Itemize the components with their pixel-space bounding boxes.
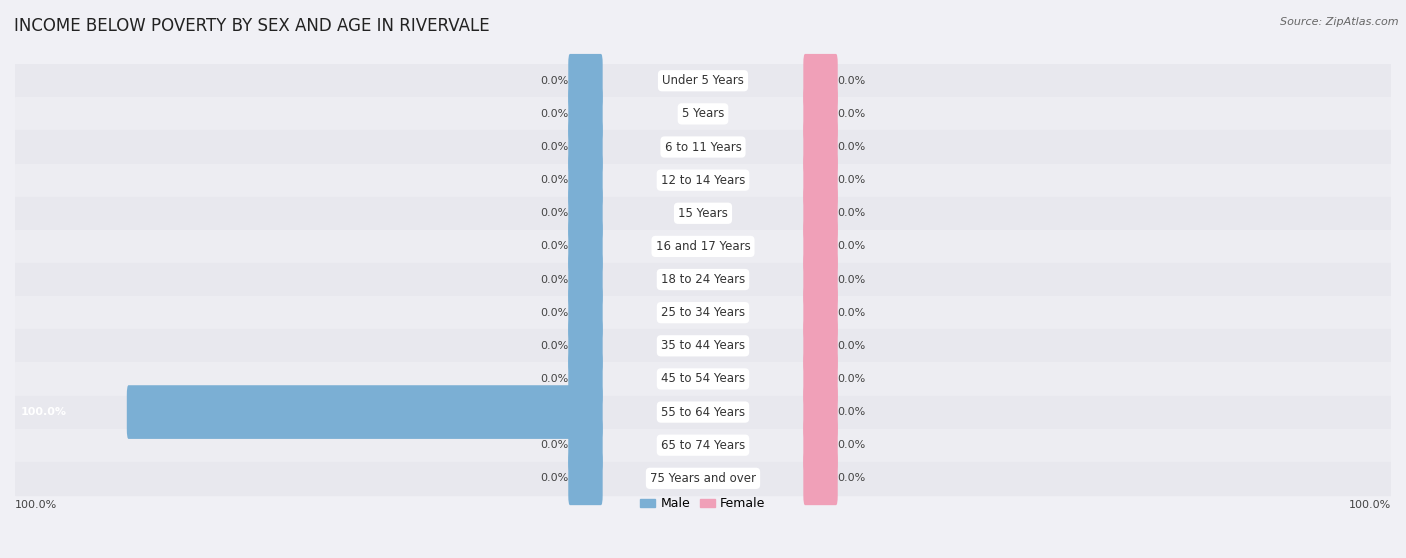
Bar <box>15 462 1391 495</box>
FancyBboxPatch shape <box>803 451 838 505</box>
Text: 0.0%: 0.0% <box>540 242 568 252</box>
FancyBboxPatch shape <box>568 54 603 108</box>
FancyBboxPatch shape <box>803 319 838 373</box>
FancyBboxPatch shape <box>803 418 838 472</box>
Text: 35 to 44 Years: 35 to 44 Years <box>661 339 745 352</box>
FancyBboxPatch shape <box>803 253 838 306</box>
FancyBboxPatch shape <box>568 186 603 240</box>
Bar <box>15 131 1391 163</box>
FancyBboxPatch shape <box>803 220 838 273</box>
Text: INCOME BELOW POVERTY BY SEX AND AGE IN RIVERVALE: INCOME BELOW POVERTY BY SEX AND AGE IN R… <box>14 17 489 35</box>
Bar <box>15 396 1391 429</box>
FancyBboxPatch shape <box>568 319 603 373</box>
FancyBboxPatch shape <box>803 352 838 406</box>
Text: 12 to 14 Years: 12 to 14 Years <box>661 174 745 186</box>
FancyBboxPatch shape <box>803 87 838 141</box>
Legend: Male, Female: Male, Female <box>636 492 770 516</box>
FancyBboxPatch shape <box>568 451 603 505</box>
Text: 6 to 11 Years: 6 to 11 Years <box>665 141 741 153</box>
Bar <box>15 362 1391 396</box>
FancyBboxPatch shape <box>803 54 838 108</box>
Text: 0.0%: 0.0% <box>838 374 866 384</box>
FancyBboxPatch shape <box>803 153 838 207</box>
Text: 0.0%: 0.0% <box>838 473 866 483</box>
FancyBboxPatch shape <box>568 286 603 339</box>
FancyBboxPatch shape <box>127 385 603 439</box>
Text: 0.0%: 0.0% <box>838 407 866 417</box>
Text: 18 to 24 Years: 18 to 24 Years <box>661 273 745 286</box>
Text: 0.0%: 0.0% <box>838 275 866 285</box>
Text: 0.0%: 0.0% <box>540 175 568 185</box>
Bar <box>15 263 1391 296</box>
FancyBboxPatch shape <box>803 120 838 174</box>
Bar <box>15 163 1391 197</box>
Text: 0.0%: 0.0% <box>838 76 866 86</box>
Bar <box>15 97 1391 131</box>
Text: 0.0%: 0.0% <box>838 142 866 152</box>
FancyBboxPatch shape <box>803 385 838 439</box>
FancyBboxPatch shape <box>568 87 603 141</box>
Text: 16 and 17 Years: 16 and 17 Years <box>655 240 751 253</box>
Text: 0.0%: 0.0% <box>838 242 866 252</box>
Text: 15 Years: 15 Years <box>678 207 728 220</box>
Text: 55 to 64 Years: 55 to 64 Years <box>661 406 745 418</box>
Text: 0.0%: 0.0% <box>838 341 866 351</box>
FancyBboxPatch shape <box>568 253 603 306</box>
Text: 0.0%: 0.0% <box>540 440 568 450</box>
Text: 45 to 54 Years: 45 to 54 Years <box>661 372 745 386</box>
Text: 0.0%: 0.0% <box>540 341 568 351</box>
Text: 0.0%: 0.0% <box>838 208 866 218</box>
Text: 25 to 34 Years: 25 to 34 Years <box>661 306 745 319</box>
Text: 0.0%: 0.0% <box>838 109 866 119</box>
Text: 0.0%: 0.0% <box>540 142 568 152</box>
Text: 0.0%: 0.0% <box>540 275 568 285</box>
Text: 100.0%: 100.0% <box>21 407 66 417</box>
Text: 0.0%: 0.0% <box>838 440 866 450</box>
Bar <box>15 296 1391 329</box>
Text: 0.0%: 0.0% <box>540 109 568 119</box>
Bar <box>15 329 1391 362</box>
FancyBboxPatch shape <box>568 120 603 174</box>
Text: 5 Years: 5 Years <box>682 107 724 121</box>
FancyBboxPatch shape <box>568 220 603 273</box>
Bar <box>15 197 1391 230</box>
Bar <box>15 64 1391 97</box>
FancyBboxPatch shape <box>803 286 838 339</box>
Text: 65 to 74 Years: 65 to 74 Years <box>661 439 745 451</box>
FancyBboxPatch shape <box>568 418 603 472</box>
Text: 0.0%: 0.0% <box>540 307 568 318</box>
Text: 0.0%: 0.0% <box>540 208 568 218</box>
Text: 0.0%: 0.0% <box>540 473 568 483</box>
Text: 100.0%: 100.0% <box>1348 500 1391 510</box>
Bar <box>15 230 1391 263</box>
Text: Under 5 Years: Under 5 Years <box>662 74 744 87</box>
Text: 0.0%: 0.0% <box>540 76 568 86</box>
FancyBboxPatch shape <box>803 186 838 240</box>
Bar <box>15 429 1391 462</box>
FancyBboxPatch shape <box>568 352 603 406</box>
Text: Source: ZipAtlas.com: Source: ZipAtlas.com <box>1281 17 1399 27</box>
Text: 0.0%: 0.0% <box>838 175 866 185</box>
Text: 0.0%: 0.0% <box>540 374 568 384</box>
FancyBboxPatch shape <box>568 153 603 207</box>
Text: 100.0%: 100.0% <box>15 500 58 510</box>
Text: 75 Years and over: 75 Years and over <box>650 472 756 485</box>
Text: 0.0%: 0.0% <box>838 307 866 318</box>
